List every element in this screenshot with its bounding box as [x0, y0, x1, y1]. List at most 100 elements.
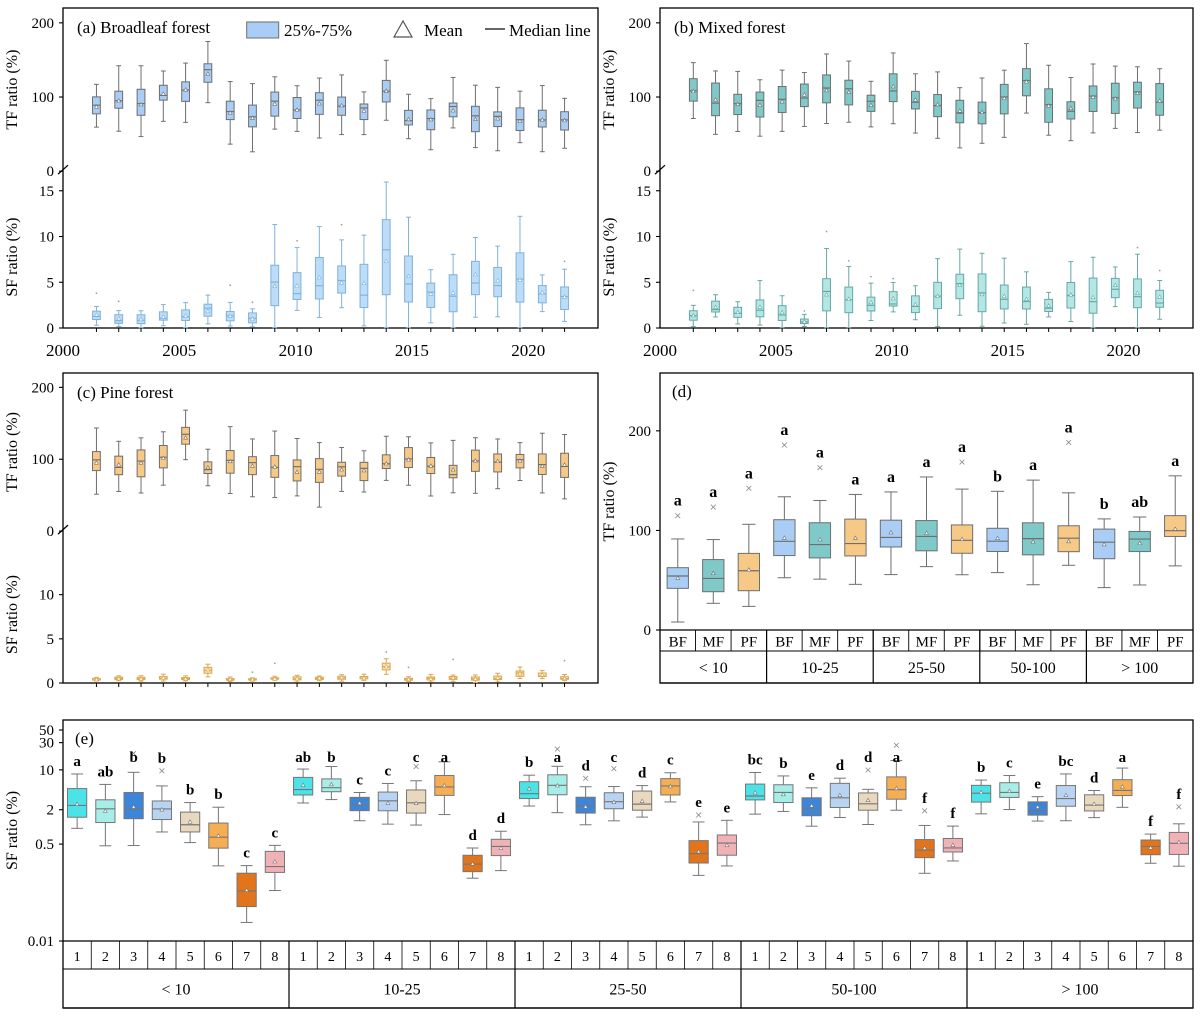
svg-text:5: 5: [47, 632, 55, 648]
svg-text:2: 2: [554, 950, 561, 965]
svg-text:< 10: < 10: [699, 660, 728, 677]
svg-text:c: c: [385, 763, 392, 779]
svg-text:MF: MF: [809, 635, 831, 651]
svg-text:8: 8: [1175, 950, 1182, 965]
svg-text:SF ratio (%): SF ratio (%): [4, 575, 21, 654]
svg-text:5: 5: [1091, 950, 1098, 965]
svg-text:5: 5: [644, 275, 652, 291]
svg-text:b: b: [186, 783, 194, 799]
svg-text:(e): (e): [75, 729, 94, 748]
svg-text:PF: PF: [847, 635, 864, 651]
svg-text:BF: BF: [988, 635, 1006, 651]
svg-text:a: a: [441, 750, 449, 766]
svg-text:6: 6: [667, 950, 674, 965]
svg-text:PF: PF: [740, 635, 757, 651]
svg-text:8: 8: [497, 950, 504, 965]
svg-text:Mean: Mean: [424, 21, 463, 40]
svg-text:BF: BF: [882, 635, 900, 651]
svg-text:d: d: [468, 828, 477, 844]
svg-text:5: 5: [47, 275, 55, 291]
svg-text:100: 100: [629, 90, 652, 106]
svg-text:6: 6: [441, 950, 448, 965]
svg-text:0: 0: [47, 676, 55, 692]
svg-text:SF ratio (%): SF ratio (%): [4, 218, 21, 297]
svg-text:4: 4: [158, 950, 165, 965]
svg-text:2: 2: [1006, 950, 1013, 965]
svg-text:200: 200: [32, 16, 55, 32]
svg-text:a: a: [674, 493, 682, 510]
svg-text:a: a: [73, 754, 81, 770]
svg-text:c: c: [272, 825, 279, 841]
svg-text:BF: BF: [775, 635, 793, 651]
svg-text:a: a: [745, 465, 753, 482]
svg-text:a: a: [554, 750, 562, 766]
svg-text:(d): (d): [672, 382, 692, 401]
svg-text:2000: 2000: [643, 341, 677, 360]
svg-text:10: 10: [636, 230, 651, 246]
svg-text:a: a: [958, 439, 966, 456]
svg-text:PF: PF: [1060, 635, 1077, 651]
svg-text:3: 3: [808, 950, 815, 965]
svg-text:ab: ab: [97, 764, 113, 780]
svg-text:e: e: [724, 800, 731, 816]
svg-text:b: b: [327, 750, 335, 766]
svg-text:d: d: [638, 766, 647, 782]
svg-text:c: c: [667, 753, 674, 769]
svg-text:2010: 2010: [875, 341, 909, 360]
svg-text:4: 4: [610, 950, 617, 965]
svg-text:5: 5: [187, 950, 194, 965]
svg-text:c: c: [413, 750, 420, 766]
svg-text:2005: 2005: [759, 341, 793, 360]
svg-text:7: 7: [921, 950, 928, 965]
svg-text:200: 200: [629, 16, 652, 32]
svg-text:b: b: [525, 755, 533, 771]
svg-text:2010: 2010: [279, 341, 313, 360]
svg-text:7: 7: [243, 950, 250, 965]
svg-text:a: a: [816, 445, 824, 462]
svg-text:a: a: [887, 469, 895, 486]
svg-text:MF: MF: [916, 635, 938, 651]
svg-text:1: 1: [978, 950, 985, 965]
svg-text:a: a: [1171, 453, 1179, 470]
svg-text:PF: PF: [1167, 635, 1184, 651]
svg-text:d: d: [581, 758, 590, 774]
svg-text:100: 100: [32, 452, 55, 468]
svg-text:10-25: 10-25: [801, 660, 838, 677]
svg-text:TF ratio (%): TF ratio (%): [601, 462, 618, 542]
svg-text:2015: 2015: [991, 341, 1025, 360]
svg-text:4: 4: [836, 950, 843, 965]
svg-text:8: 8: [271, 950, 278, 965]
svg-text:2: 2: [47, 803, 55, 819]
svg-text:b: b: [158, 751, 166, 767]
svg-text:6: 6: [1119, 950, 1126, 965]
svg-text:25%-75%: 25%-75%: [284, 21, 352, 40]
svg-text:2015: 2015: [395, 341, 429, 360]
svg-text:2: 2: [102, 950, 109, 965]
svg-text:e: e: [808, 768, 815, 784]
svg-text:a: a: [1065, 419, 1073, 436]
svg-text:BF: BF: [1095, 635, 1113, 651]
svg-text:a: a: [709, 484, 717, 501]
svg-text:c: c: [611, 750, 618, 766]
svg-text:15: 15: [636, 184, 651, 200]
svg-text:4: 4: [1062, 950, 1069, 965]
svg-text:10: 10: [39, 763, 54, 779]
svg-text:0.01: 0.01: [28, 934, 54, 950]
svg-text:Median line: Median line: [509, 21, 591, 40]
svg-text:b: b: [977, 760, 985, 776]
svg-text:TF ratio (%): TF ratio (%): [4, 412, 21, 492]
svg-text:SF ratio (%): SF ratio (%): [601, 218, 618, 297]
svg-text:(b) Mixed forest: (b) Mixed forest: [674, 18, 786, 37]
svg-text:5: 5: [865, 950, 872, 965]
svg-text:c: c: [1006, 756, 1013, 772]
svg-text:8: 8: [723, 950, 730, 965]
svg-text:c: c: [356, 772, 363, 788]
svg-text:PF: PF: [954, 635, 971, 651]
svg-text:ab: ab: [295, 750, 311, 766]
svg-text:6: 6: [893, 950, 900, 965]
svg-text:10: 10: [39, 588, 54, 604]
svg-text:TF ratio (%): TF ratio (%): [4, 50, 21, 130]
svg-text:8: 8: [949, 950, 956, 965]
svg-text:c: c: [243, 846, 250, 862]
svg-text:< 10: < 10: [161, 982, 190, 999]
